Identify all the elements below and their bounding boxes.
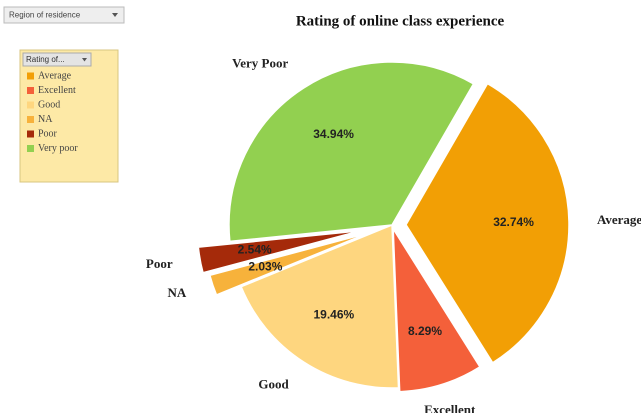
data-label: 2.03% — [248, 260, 282, 274]
legend-label: Excellent — [38, 85, 76, 96]
pie-slice — [405, 82, 570, 364]
category-label: Good — [258, 377, 289, 392]
legend-swatch — [27, 116, 34, 123]
data-label: 19.46% — [313, 308, 354, 322]
pie-slice — [228, 61, 475, 243]
pie-slice — [208, 232, 368, 296]
category-label: NA — [168, 285, 187, 300]
legend — [19, 49, 119, 183]
legend-label: NA — [38, 114, 53, 125]
legend-label: Good — [38, 99, 60, 110]
filter-button[interactable] — [3, 6, 125, 24]
legend-swatch — [27, 87, 34, 94]
chart-title: Rating of online class experience — [296, 13, 505, 29]
pie-slice — [197, 230, 361, 274]
legend-swatch — [27, 72, 34, 80]
data-label: 2.54% — [238, 242, 272, 256]
legend-swatch — [27, 101, 34, 109]
dropdown-arrow — [112, 13, 118, 17]
legend-header[interactable] — [22, 52, 92, 67]
data-label: 34.94% — [313, 127, 354, 141]
category-label: Poor — [146, 256, 173, 271]
filter-button-label: Region of residence — [9, 11, 81, 20]
category-label: Excellent — [424, 402, 476, 413]
legend-title: Rating of... — [26, 55, 65, 64]
legend-label: Poor — [38, 128, 58, 139]
legend-swatch — [27, 145, 34, 152]
pie-slice — [240, 223, 400, 389]
legend-label: Very poor — [38, 143, 78, 154]
category-label: Average — [597, 212, 641, 227]
data-label: 32.74% — [493, 215, 534, 229]
legend-label: Average — [38, 70, 72, 81]
legend-swatch — [27, 130, 34, 138]
category-label: Very Poor — [232, 56, 288, 71]
data-label: 8.29% — [408, 324, 442, 338]
pie-slice — [392, 226, 481, 393]
dropdown-arrow — [82, 58, 87, 62]
